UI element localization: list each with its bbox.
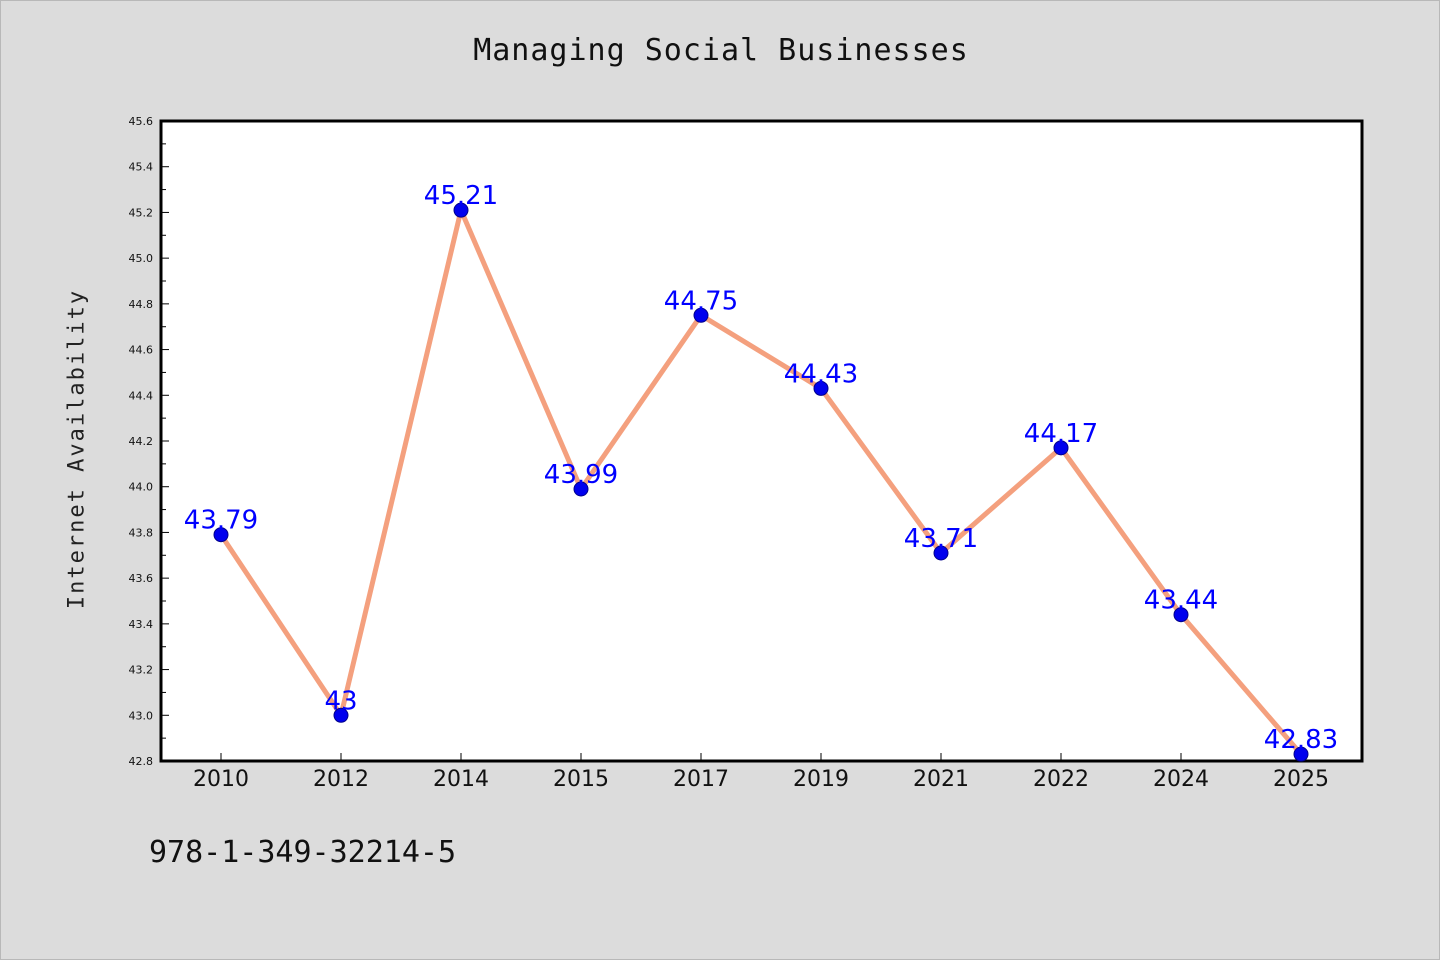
data-point [813, 380, 829, 396]
y-tick-label: 43.8 [129, 526, 154, 539]
y-tick-label: 43.2 [129, 664, 154, 677]
y-tick-label: 44.6 [129, 344, 154, 357]
data-label: 43.79 [184, 506, 258, 536]
data-label: 45.21 [424, 181, 498, 211]
data-labels: 43.79 43 45.21 43.99 44.75 44.43 43.71 44.17 43.… [184, 181, 1338, 755]
x-tick-label: 2017 [673, 767, 729, 792]
y-tick-label: 44.2 [129, 435, 154, 448]
y-tick-label: 45.2 [129, 206, 154, 219]
y-axis-ticks: 42.8 43.0 43.2 43.4 43.6 43.8 44.0 44.2 44.4 44.6… [129, 115, 169, 768]
x-axis-ticks: 2010 2012 2014 2015 2017 2019 2021 2022 2024 2025 [193, 753, 1329, 792]
x-tick-label: 2014 [433, 767, 489, 792]
data-point [1173, 607, 1189, 623]
y-tick-label: 42.8 [129, 755, 154, 768]
x-tick-label: 2019 [793, 767, 849, 792]
data-point [933, 545, 949, 561]
data-label: 43 [324, 686, 357, 716]
data-point [453, 202, 469, 218]
series-lines [218, 207, 1304, 757]
x-tick-label: 2012 [313, 767, 369, 792]
data-label: 42.83 [1264, 725, 1338, 755]
y-tick-label: 43.0 [129, 709, 154, 722]
data-label: 43.71 [904, 524, 978, 554]
data-point [693, 307, 709, 323]
data-label: 44.75 [664, 286, 738, 316]
x-tick-label: 2015 [553, 767, 609, 792]
data-point [333, 707, 349, 723]
y-tick-label: 43.4 [129, 618, 154, 631]
data-label: 43.44 [1144, 586, 1218, 616]
chart-title: Managing Social Businesses [473, 33, 969, 68]
y-tick-label: 44.8 [129, 298, 154, 311]
x-tick-label: 2024 [1153, 767, 1209, 792]
y-tick-label: 45.6 [129, 115, 154, 128]
x-tick-label: 2022 [1033, 767, 1089, 792]
x-tick-label: 2010 [193, 767, 249, 792]
y-tick-label: 43.6 [129, 572, 154, 585]
data-point [573, 481, 589, 497]
plot-area [159, 119, 1364, 763]
data-point [1053, 440, 1069, 456]
x-tick-label: 2021 [913, 767, 969, 792]
y-tick-label: 45.4 [129, 161, 154, 174]
data-label: 43.99 [544, 460, 618, 490]
data-label: 44.17 [1024, 419, 1098, 449]
y-tick-label: 44.4 [129, 389, 154, 402]
data-point [1293, 746, 1309, 762]
x-tick-label: 2025 [1273, 767, 1329, 792]
series-line [218, 207, 1304, 757]
data-point [213, 527, 229, 543]
data-label: 44.43 [784, 359, 858, 389]
isbn-text: 978-1-349-32214-5 [149, 835, 457, 870]
series-points [213, 202, 1309, 762]
y-tick-label: 45.0 [129, 252, 154, 265]
y-tick-label: 44.0 [129, 481, 154, 494]
